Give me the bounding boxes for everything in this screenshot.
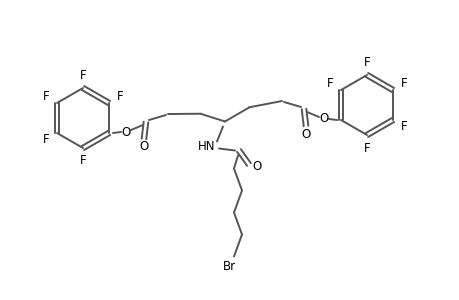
Text: O: O	[121, 125, 130, 139]
Text: O: O	[252, 160, 261, 173]
Text: F: F	[117, 90, 123, 103]
Text: F: F	[363, 142, 369, 154]
Text: F: F	[400, 77, 407, 90]
Text: O: O	[301, 128, 310, 140]
Text: HN: HN	[198, 140, 215, 153]
Text: F: F	[79, 68, 86, 82]
Text: F: F	[400, 120, 407, 133]
Text: F: F	[326, 77, 332, 90]
Text: O: O	[319, 112, 328, 125]
Text: F: F	[42, 133, 49, 146]
Text: Br: Br	[222, 260, 235, 273]
Text: F: F	[363, 56, 369, 68]
Text: F: F	[79, 154, 86, 167]
Text: F: F	[42, 90, 49, 103]
Text: O: O	[139, 140, 148, 154]
